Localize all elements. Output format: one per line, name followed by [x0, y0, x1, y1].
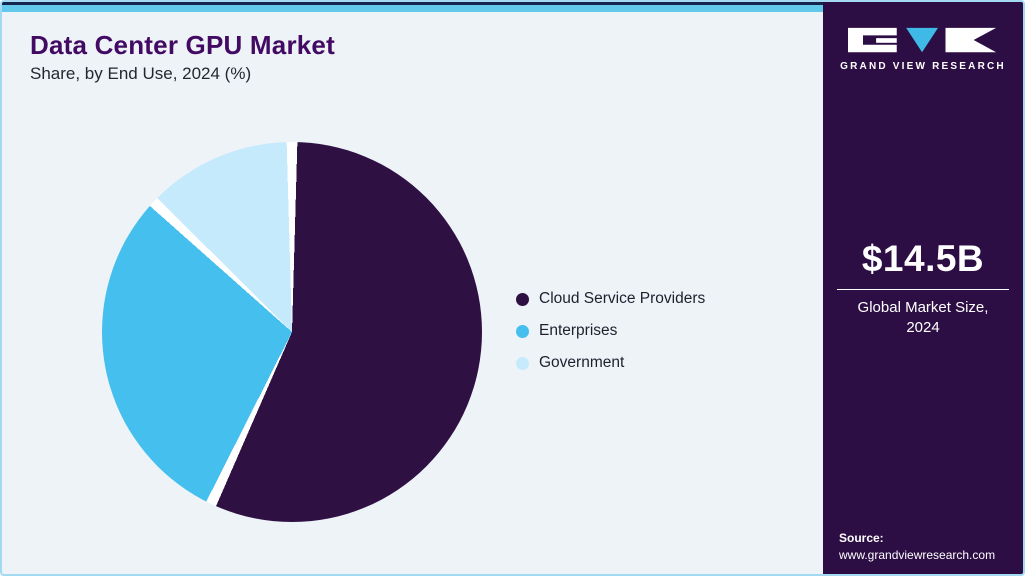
page-subtitle: Share, by End Use, 2024 (%)	[30, 64, 252, 83]
legend-swatch-government	[516, 356, 529, 370]
legend-swatch-enterprises	[516, 324, 529, 338]
page-title: Data Center GPU Market	[30, 30, 335, 60]
market-size-value: $14.5B	[861, 238, 985, 279]
legend: Cloud Service Providers Enterprises Gove…	[516, 290, 705, 372]
chart-area: Data Center GPU Market Share, by End Use…	[2, 2, 827, 574]
pie-chart	[102, 142, 482, 522]
source-url-link[interactable]: www.grandviewresearch.com	[839, 548, 996, 562]
source-label: Source:	[839, 531, 884, 545]
legend-item-enterprises: Enterprises	[516, 322, 705, 340]
brand-name: GRAND VIEW RESEARCH	[840, 61, 1006, 72]
grand-view-research-logo-icon	[848, 27, 997, 53]
market-size-block: $14.5B Global Market Size, 2024	[823, 238, 1023, 339]
source-block: Source: www.grandviewresearch.com	[839, 531, 995, 562]
legend-label: Government	[539, 354, 625, 371]
legend-item-cloud-service-providers: Cloud Service Providers	[516, 290, 705, 308]
divider	[837, 289, 1009, 290]
brand-block: GRAND VIEW RESEARCH	[823, 24, 1023, 72]
legend-label: Cloud Service Providers	[539, 290, 706, 307]
sidebar: GRAND VIEW RESEARCH $14.5B Global Market…	[823, 2, 1023, 574]
legend-swatch-cloud-service-providers	[516, 292, 529, 306]
legend-item-government: Government	[516, 354, 705, 372]
legend-label: Enterprises	[539, 322, 618, 339]
market-size-label: Global Market Size, 2024	[857, 299, 989, 337]
top-accent-bar	[2, 2, 827, 12]
